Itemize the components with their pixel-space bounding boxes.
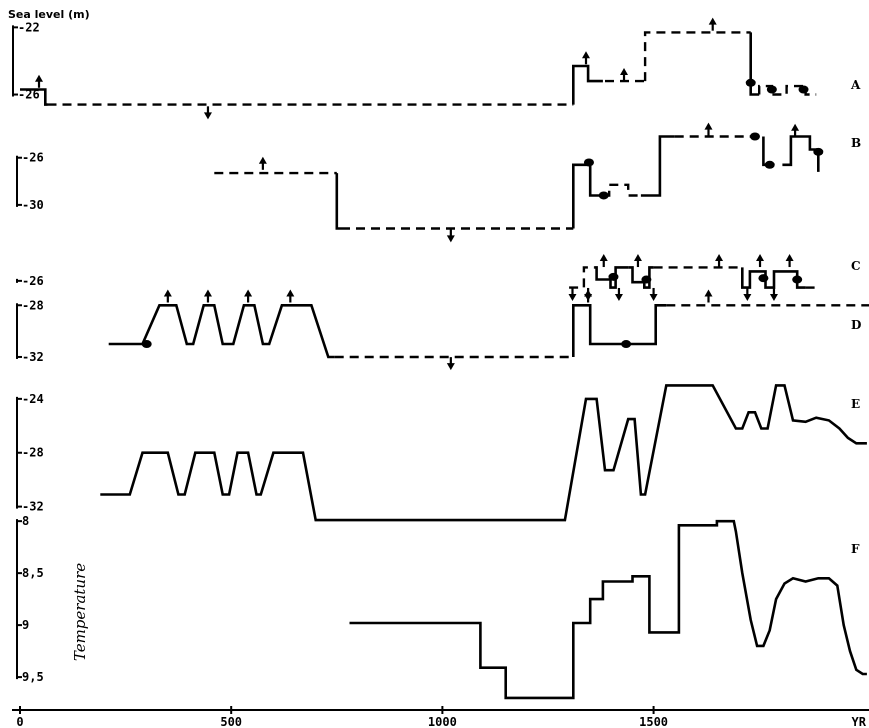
series-b-line <box>640 135 675 197</box>
arrow-down-marker <box>614 287 623 301</box>
arrow-up-marker <box>785 254 794 268</box>
arrow-down-marker <box>568 287 577 301</box>
series-c-line <box>569 266 595 289</box>
data-point-marker <box>764 160 775 169</box>
arrow-up-marker <box>584 289 593 303</box>
data-point-marker <box>598 191 609 200</box>
series-a-line <box>572 64 603 105</box>
y-tick-label: -32 <box>22 350 44 364</box>
x-axis: 0 500 1000 1500 YR <box>12 706 869 728</box>
series-e-line <box>100 384 867 522</box>
panel-label-d: D <box>851 318 861 332</box>
series-a-line <box>20 88 48 106</box>
y-tick-label: -24 <box>22 392 44 406</box>
arrow-down-marker <box>743 287 752 301</box>
panel-label-a: A <box>850 78 861 92</box>
series-d-line <box>572 304 667 357</box>
arrow-up-marker <box>244 289 253 303</box>
arrow-up-marker <box>715 254 724 268</box>
data-point-marker <box>641 275 652 284</box>
y-tick-label: -32 <box>22 500 44 514</box>
data-point-marker <box>792 275 803 284</box>
panel-b: -26 -30 B <box>16 122 861 243</box>
arrow-down-marker <box>649 287 658 301</box>
panel-label-f: F <box>851 542 860 556</box>
x-tick-label: 0 <box>16 715 23 728</box>
x-axis-label: YR <box>852 715 867 728</box>
panel-d: -28 -32 D <box>16 289 869 371</box>
series-b-line <box>572 163 603 229</box>
data-point-marker <box>766 85 777 94</box>
y-tick-label: -26 <box>22 274 44 288</box>
data-point-marker <box>798 85 809 94</box>
data-point-marker <box>621 340 632 349</box>
arrow-up-marker <box>203 289 212 303</box>
series-d-line <box>108 304 335 359</box>
arrow-up-marker <box>791 123 800 137</box>
y-tick-label: -28 <box>22 446 44 460</box>
y-tick-label: -28 <box>22 298 44 312</box>
panel-f: 8 8,5 9 9,5 F <box>16 514 867 700</box>
arrow-down-marker <box>769 287 778 301</box>
arrow-up-marker <box>286 289 295 303</box>
panel-label-b: B <box>851 136 861 150</box>
panel-label-c: C <box>851 259 861 273</box>
series-a-line <box>643 31 751 82</box>
series-b-line <box>762 136 770 167</box>
arrow-up-marker <box>599 254 608 268</box>
arrow-up-marker <box>258 156 267 170</box>
arrow-down-marker <box>446 229 455 243</box>
x-tick-label: 500 <box>220 715 242 728</box>
y-tick-label: 9,5 <box>22 670 44 684</box>
arrow-up-marker <box>620 68 629 82</box>
panel-label-e: E <box>851 397 860 411</box>
arrow-up-marker <box>756 254 765 268</box>
y-tick-label: 8 <box>22 514 29 528</box>
arrow-up-marker <box>704 289 713 303</box>
chart-panels: -22 -26 A -26 -30 B -26 C -28 -32 D -24 -28 -32 E 8 8,5 9… <box>12 17 869 700</box>
chart-title: Sea level (m) <box>8 8 90 21</box>
data-point-marker <box>608 272 619 281</box>
arrow-up-marker <box>582 51 590 65</box>
series-f-line <box>349 519 867 700</box>
x-tick-label: 1500 <box>639 715 668 728</box>
y-tick-label: -22 <box>18 20 40 34</box>
series-c-line <box>628 266 654 289</box>
arrow-up-marker <box>704 122 713 136</box>
data-point-marker <box>141 340 152 349</box>
data-point-marker <box>745 78 756 87</box>
y-tick-label: 9 <box>22 618 29 632</box>
arrow-up-marker <box>35 74 44 88</box>
arrow-down-marker <box>446 357 455 371</box>
y-tick-label: -26 <box>18 88 40 102</box>
arrow-down-marker <box>203 106 212 120</box>
series-c-line <box>594 266 629 289</box>
arrow-up-marker <box>633 254 642 268</box>
y-tick-label: -26 <box>22 151 44 165</box>
series-a-line <box>749 32 760 96</box>
data-point-marker <box>758 274 769 283</box>
panel-a: -22 -26 A <box>12 17 861 120</box>
temperature-axis-label: Temperature <box>71 563 89 661</box>
arrow-up-marker <box>163 289 172 303</box>
data-point-marker <box>813 147 824 156</box>
panel-e: -24 -28 -32 E <box>16 384 867 522</box>
y-tick-label: -30 <box>22 198 44 212</box>
series-b-line <box>605 183 641 197</box>
series-b-line <box>782 135 820 172</box>
series-b-line <box>335 173 341 230</box>
x-tick-label: 1000 <box>428 715 457 728</box>
y-tick-label: 8,5 <box>22 566 44 580</box>
data-point-marker <box>749 132 760 141</box>
panel-c: -26 C <box>16 254 861 301</box>
arrow-up-marker <box>708 17 717 31</box>
data-point-marker <box>583 158 594 167</box>
